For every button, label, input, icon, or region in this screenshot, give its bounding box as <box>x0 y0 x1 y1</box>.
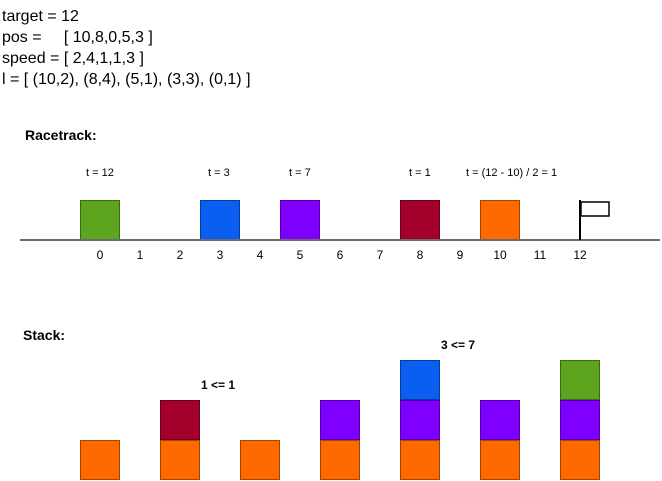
tick-label: 5 <box>296 248 304 262</box>
tick-label: 12 <box>573 248 587 262</box>
code-line-pos: pos = [ 10,8,0,5,3 ] <box>2 29 153 46</box>
time-label: t = 3 <box>208 167 230 179</box>
car-block <box>280 200 320 240</box>
car-block <box>400 200 440 240</box>
tick-label: 2 <box>176 248 184 262</box>
time-label: t = (12 - 10) / 2 = 1 <box>466 167 558 179</box>
tick-label: 0 <box>96 248 104 262</box>
stack-block <box>400 440 440 480</box>
car-block <box>80 200 120 240</box>
stack-block <box>400 360 440 400</box>
tick-label: 8 <box>416 248 424 262</box>
stack-block <box>560 360 600 400</box>
stack-block <box>160 440 200 480</box>
stack-block <box>240 440 280 480</box>
stack-block <box>400 400 440 440</box>
comparison-label: 1 <= 1 <box>201 378 236 392</box>
car-block <box>200 200 240 240</box>
code-line-list: l = [ (10,2), (8,4), (5,1), (3,3), (0,1)… <box>2 71 251 88</box>
time-label: t = 12 <box>86 167 114 179</box>
track-line <box>20 239 660 241</box>
tick-label: 7 <box>376 248 384 262</box>
time-label: t = 1 <box>409 167 431 179</box>
finish-flag-icon <box>579 200 610 240</box>
stack-block <box>80 440 120 480</box>
car-block <box>480 200 520 240</box>
tick-label: 3 <box>216 248 224 262</box>
tick-label: 6 <box>336 248 344 262</box>
tick-label: 4 <box>256 248 264 262</box>
stack-block <box>560 400 600 440</box>
stack-block <box>480 400 520 440</box>
tick-label: 1 <box>136 248 144 262</box>
stack-block <box>560 440 600 480</box>
racetrack-heading: Racetrack: <box>25 127 97 143</box>
stack-block <box>320 400 360 440</box>
stack-block <box>160 400 200 440</box>
comparison-label: 3 <= 7 <box>441 338 476 352</box>
code-line-target: target = 12 <box>2 8 79 25</box>
stack-block <box>320 440 360 480</box>
time-label: t = 7 <box>289 167 311 179</box>
stack-heading: Stack: <box>23 327 66 343</box>
tick-label: 11 <box>533 248 547 262</box>
tick-label: 9 <box>456 248 464 262</box>
stack-block <box>480 440 520 480</box>
code-line-speed: speed = [ 2,4,1,1,3 ] <box>2 50 144 67</box>
tick-label: 10 <box>493 248 507 262</box>
